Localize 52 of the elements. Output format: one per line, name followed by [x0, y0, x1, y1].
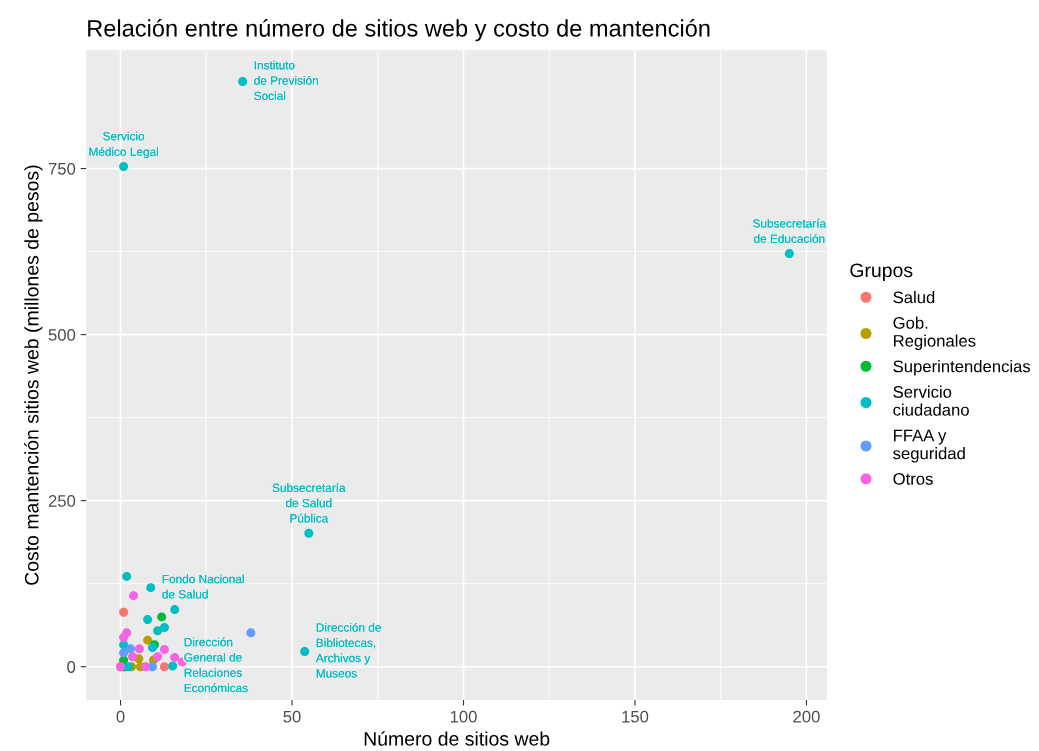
legend-label: FFAA y seguridad: [893, 429, 965, 463]
point: [122, 571, 132, 581]
point: [304, 528, 314, 538]
point: [128, 652, 138, 662]
x-tick-label: 200: [793, 710, 820, 723]
x-axis-title: Número de sitios web: [364, 731, 550, 746]
point: [246, 628, 256, 638]
point: [119, 648, 129, 658]
point: [170, 652, 180, 662]
point: [119, 632, 129, 642]
annotation: Dirección de Bibliotecas, Archivos y Museos: [315, 622, 381, 678]
legend-label: Otros: [893, 473, 933, 485]
y-axis-title: Costo mantención sitios web (millones de pesos): [24, 165, 43, 585]
y-tick-label: 250: [48, 495, 76, 507]
legend-label: Gob. Regionales: [893, 316, 976, 351]
point: [170, 605, 180, 615]
point: [159, 623, 169, 633]
point: [146, 583, 156, 593]
annotation: Servicio Médico Legal: [89, 131, 158, 159]
point: [143, 635, 153, 645]
point: [168, 661, 178, 671]
point: [300, 646, 310, 656]
annotation: Fondo Nacional de Salud: [162, 574, 244, 599]
legend-label: Superintendencias: [893, 360, 1031, 376]
chart-title: Relación entre número de sitios web y costo de mantención: [88, 19, 710, 42]
point: [119, 607, 129, 617]
point: [134, 644, 144, 654]
point: [129, 591, 139, 601]
point: [141, 662, 151, 672]
annotation: Subsecretaría de Educación: [753, 218, 827, 243]
legend-label: Salud: [893, 291, 935, 304]
legend-label: Servicio ciudadano: [893, 385, 969, 416]
x-tick-label: 0: [116, 710, 125, 723]
point: [119, 162, 129, 172]
y-tick-label: 750: [48, 162, 76, 175]
point: [143, 615, 153, 625]
annotation: Dirección General de Relaciones Económicas: [184, 637, 248, 693]
x-tick-label: 50: [283, 710, 301, 723]
legend-title: Grupos: [850, 263, 913, 282]
point: [125, 644, 135, 654]
x-tick-label: 150: [622, 710, 649, 723]
annotation: Instituto de Previsión Social: [254, 60, 318, 100]
y-tick-label: 500: [48, 329, 76, 341]
point: [159, 662, 169, 672]
point: [159, 644, 169, 654]
point: [153, 652, 163, 662]
y-tick-label: 0: [67, 661, 76, 673]
point: [238, 77, 248, 87]
x-tick-label: 100: [450, 710, 477, 723]
annotation: Subsecretaría de Salud Pública: [272, 483, 346, 523]
point: [157, 612, 167, 622]
point: [784, 249, 794, 259]
